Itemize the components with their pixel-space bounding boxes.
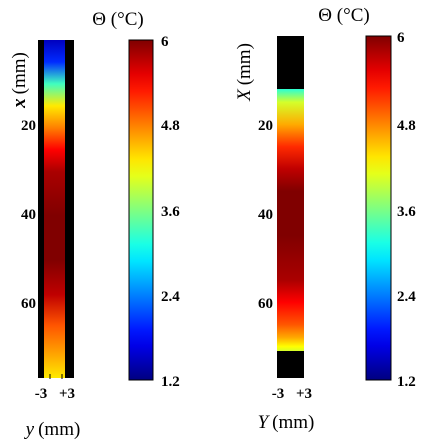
left-colorbar-tick-label: 4.8 <box>161 118 180 134</box>
right-colorbar-title: Θ (°C) <box>318 5 369 26</box>
left-colorbar-tick-label: 2.4 <box>161 289 180 305</box>
left-y-tick-label: 40 <box>21 207 36 223</box>
left-y-axis-var: x <box>9 98 30 109</box>
left-x-tick-label: +3 <box>59 386 75 402</box>
left-heatmap-strip <box>44 40 65 378</box>
right-x-tick-label: +3 <box>296 386 312 402</box>
right-y-tick-label: 60 <box>258 296 273 312</box>
left-panel: 20 40 60 x(mm) -3 +3 y (mm) Θ (°C) 6 4.8 … <box>9 9 180 440</box>
left-colorbar-tick-label: 6 <box>161 34 169 50</box>
left-y-tick-label: 20 <box>21 118 36 134</box>
right-y-axis-unit: (mm) <box>234 43 255 85</box>
left-x-axis-unit: (mm) <box>38 419 80 440</box>
left-colorbar-tick-label: 3.6 <box>161 204 180 220</box>
right-x-axis-label: Y (mm) <box>258 412 315 433</box>
right-colorbar-tick-label: 1.2 <box>397 374 416 390</box>
right-heatmap-strip <box>277 89 304 351</box>
right-y-axis-label: X (mm) <box>234 43 255 102</box>
right-x-tick-label: -3 <box>272 386 285 402</box>
left-x-axis-var: y <box>24 419 35 440</box>
right-colorbar-tick-label: 4.8 <box>397 118 416 134</box>
left-colorbar-tick-label: 1.2 <box>161 374 180 390</box>
right-y-tick-label: 20 <box>258 118 273 134</box>
left-colorbar <box>128 39 154 381</box>
right-y-axis-var: X <box>234 88 255 102</box>
right-colorbar-tick-label: 3.6 <box>397 204 416 220</box>
right-colorbar-tick-label: 6 <box>397 30 405 46</box>
right-colorbar-tick-label: 2.4 <box>397 289 416 305</box>
left-x-axis-label: y (mm) <box>24 419 81 440</box>
left-y-tick-label: 60 <box>21 296 36 312</box>
left-y-axis-unit: (mm) <box>9 52 30 94</box>
right-x-axis-unit: (mm) <box>272 412 314 433</box>
left-colorbar-title: Θ (°C) <box>92 9 143 30</box>
right-colorbar <box>365 35 392 381</box>
right-y-tick-label: 40 <box>258 207 273 223</box>
right-x-axis-var: Y <box>258 412 271 433</box>
left-y-axis-label: x (mm) <box>9 52 30 109</box>
right-panel: 20 40 60 X(mm) -3 +3 Y (mm) Θ (°C) 6 4.8 … <box>234 5 416 433</box>
left-x-tick-label: -3 <box>35 386 48 402</box>
